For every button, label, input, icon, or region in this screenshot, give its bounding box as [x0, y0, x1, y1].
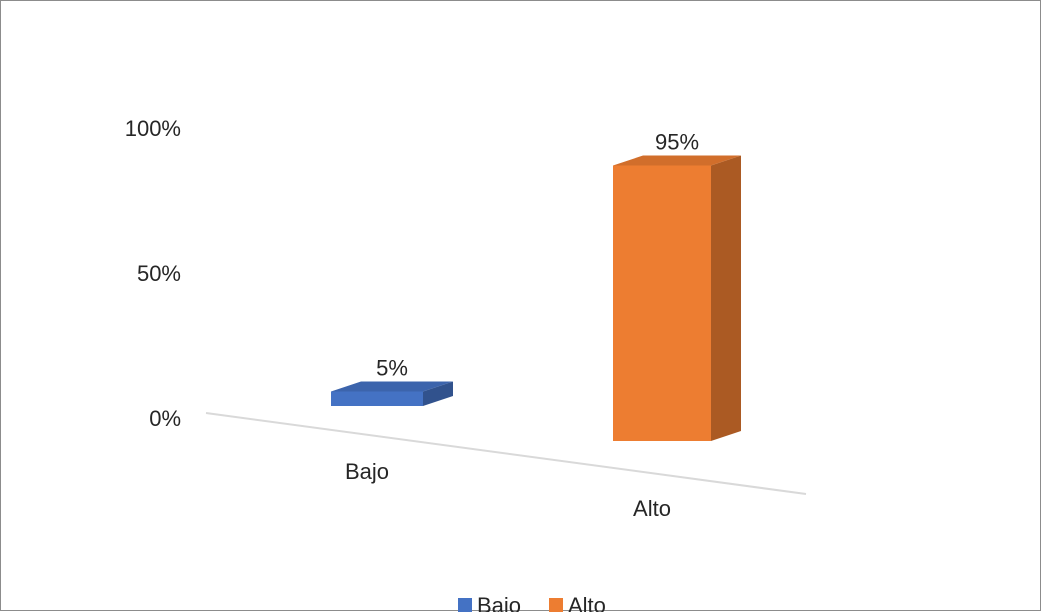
bar-bajo: [331, 381, 453, 406]
bar-top-face: [613, 155, 741, 166]
legend: Bajo Alto: [458, 593, 606, 612]
legend-label: Bajo: [477, 593, 521, 612]
y-tick-label: 0%: [149, 406, 181, 431]
legend-label: Alto: [568, 593, 606, 612]
legend-swatch: [458, 598, 472, 612]
bar-top-face: [331, 381, 453, 392]
y-tick-label: 100%: [125, 116, 181, 141]
legend-swatch: [549, 598, 563, 612]
bar-side-face: [711, 155, 741, 441]
category-label-bajo: Bajo: [345, 459, 389, 484]
bar-alto: [613, 155, 741, 441]
y-tick-label: 50%: [137, 261, 181, 286]
category-label-alto: Alto: [633, 496, 671, 521]
data-label-alto: 95%: [655, 130, 699, 155]
bar-side-face: [423, 381, 453, 406]
floor-line: [205, 412, 807, 495]
bar-front-face: [331, 391, 423, 406]
bar-front-face: [613, 165, 711, 441]
data-label-bajo: 5%: [376, 356, 408, 381]
